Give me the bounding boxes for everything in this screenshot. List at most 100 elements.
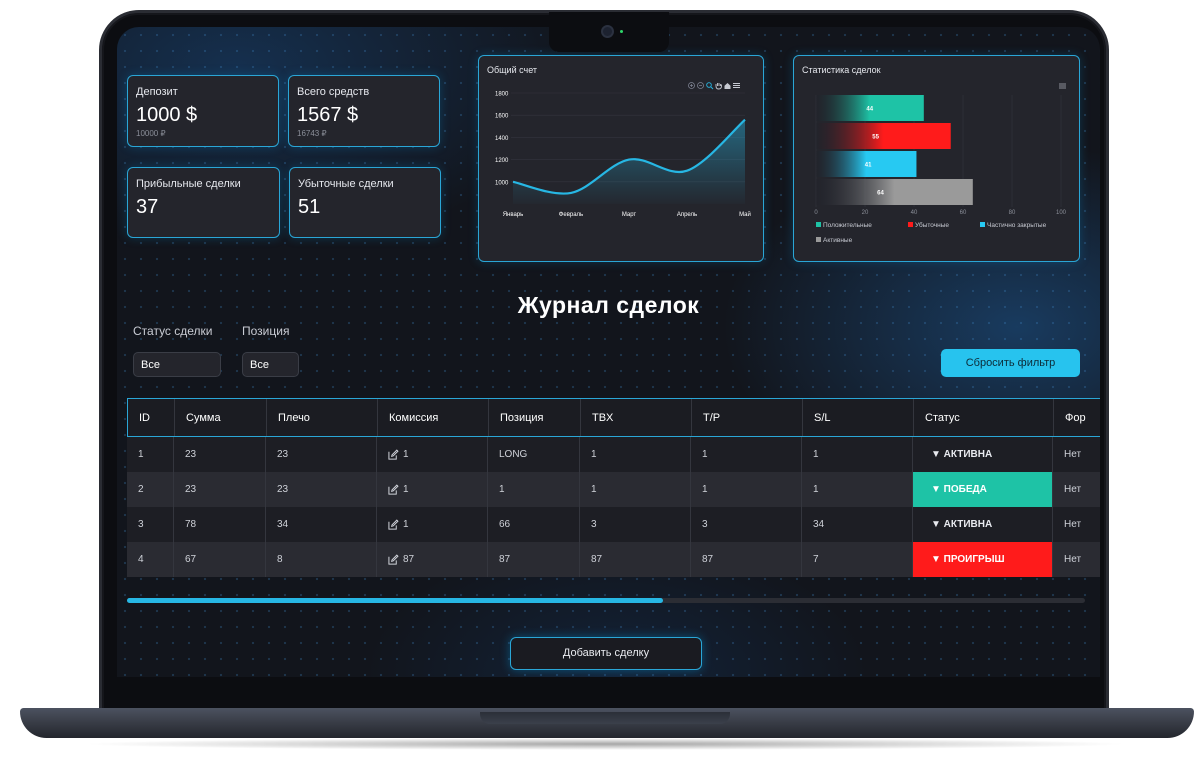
cell-sum: 23 [174, 472, 266, 507]
x-tick-label: 100 [1056, 210, 1067, 216]
x-tick-label: Май [739, 211, 751, 218]
zoom-in-icon[interactable] [688, 82, 695, 89]
trade-stats-title: Статистика сделок [802, 65, 881, 75]
profitable-trades-label: Прибыльные сделки [136, 178, 241, 190]
table-row[interactable]: 3 78 34 1 66 3 3 34 ▼ АКТИВНА Нет [127, 507, 1100, 542]
menu-icon[interactable] [1059, 83, 1066, 89]
pan-icon[interactable] [715, 83, 722, 90]
status-badge[interactable]: ▼ АКТИВНА [913, 507, 1053, 542]
bar-value-label: 41 [865, 163, 872, 169]
edit-icon[interactable] [388, 484, 399, 495]
deposit-value: 1000 $ [136, 104, 198, 126]
table-row[interactable]: 2 23 23 1 1 1 1 1 ▼ ПОБЕДА Нет [127, 472, 1100, 507]
table-header: ID Сумма Плечо Комиссия Позиция TBX T/P … [127, 398, 1100, 437]
y-tick-label: 1600 [495, 114, 509, 120]
reset-filter-button[interactable]: Сбросить фильтр [941, 349, 1080, 377]
cell-pos: 66 [488, 507, 580, 542]
commission-value: 1 [403, 519, 409, 530]
col-sum[interactable]: Сумма [175, 399, 267, 436]
bar[interactable] [816, 179, 973, 205]
cell-tbx: 3 [580, 507, 691, 542]
col-commission[interactable]: Комиссия [378, 399, 489, 436]
cell-pos: LONG [488, 437, 580, 472]
cell-lev: 8 [266, 542, 377, 577]
col-sl[interactable]: S/L [803, 399, 914, 436]
status-filter-label: Статус сделки [133, 324, 213, 338]
x-tick-label: 20 [862, 210, 869, 216]
zoom-select-icon[interactable] [706, 82, 714, 90]
status-badge[interactable]: ▼ ПОБЕДА [913, 472, 1053, 507]
commission-value: 87 [403, 554, 415, 565]
cell-lev: 23 [266, 472, 377, 507]
deposit-sub: 10000 ₽ [136, 129, 166, 138]
bar[interactable] [816, 95, 924, 121]
cell-id: 2 [127, 472, 174, 507]
losing-trades-card: Убыточные сделки 51 [289, 167, 441, 238]
legend-label: Убыточные [915, 221, 949, 229]
status-filter-select[interactable]: Все [133, 352, 221, 377]
camera-notch [549, 12, 669, 52]
col-status[interactable]: Статус [914, 399, 1054, 436]
total-funds-sub: 16743 ₽ [297, 129, 327, 138]
legend-label: Частично закрытые [987, 222, 1047, 229]
area-fill [513, 119, 745, 204]
cell-fee: 87 [377, 542, 488, 577]
table-row[interactable]: 1 23 23 1 LONG 1 1 1 ▼ АКТИВНА Нет [127, 437, 1100, 472]
x-tick-label: 0 [814, 210, 818, 216]
deposit-card: Депозит 1000 $ 10000 ₽ [127, 75, 279, 147]
cell-f: Нет [1053, 472, 1100, 507]
home-icon[interactable] [724, 83, 731, 89]
laptop-shadow [80, 738, 1130, 750]
cell-sl: 7 [802, 542, 913, 577]
table-scrollbar-thumb[interactable] [127, 598, 663, 603]
legend-swatch [908, 222, 913, 227]
trade-stats-panel: Статистика сделок 0 20 40 60 80 100 44 55 41 64 По… [793, 55, 1080, 262]
camera-icon [601, 25, 614, 38]
col-id[interactable]: ID [128, 399, 175, 436]
add-trade-button[interactable]: Добавить сделку [510, 637, 702, 670]
menu-icon[interactable] [733, 83, 740, 88]
account-chart-panel: Общий счет 1800 1600 1400 1200 1000 Январь Фев… [478, 55, 764, 262]
x-tick-label: 40 [911, 210, 918, 216]
cell-sum: 67 [174, 542, 266, 577]
x-tick-label: Февраль [559, 212, 583, 218]
bar[interactable] [816, 151, 917, 177]
status-badge[interactable]: ▼ ПРОИГРЫШ [913, 542, 1053, 577]
zoom-out-icon[interactable] [697, 82, 704, 89]
status-badge[interactable]: ▼ АКТИВНА [913, 437, 1053, 472]
camera-led [620, 30, 623, 33]
cell-f: Нет [1053, 437, 1100, 472]
cell-sl: 1 [802, 472, 913, 507]
edit-icon[interactable] [388, 449, 399, 460]
cell-id: 1 [127, 437, 174, 472]
col-tp[interactable]: T/P [692, 399, 803, 436]
cell-tp: 87 [691, 542, 802, 577]
edit-icon[interactable] [388, 519, 399, 530]
x-tick-label: Апрель [677, 212, 697, 218]
col-leverage[interactable]: Плечо [267, 399, 378, 436]
profitable-trades-value: 37 [136, 196, 159, 218]
position-filter-select[interactable]: Все [242, 352, 299, 377]
bar[interactable] [816, 123, 951, 149]
cell-fee: 1 [377, 507, 488, 542]
position-filter-label: Позиция [242, 324, 290, 338]
col-position[interactable]: Позиция [489, 399, 581, 436]
total-funds-value: 1567 $ [297, 104, 359, 126]
cell-f: Нет [1053, 507, 1100, 542]
col-extra[interactable]: Фор [1054, 399, 1100, 436]
profitable-trades-card: Прибыльные сделки 37 [127, 167, 280, 238]
col-tbx[interactable]: TBX [581, 399, 692, 436]
table-row[interactable]: 4 67 8 87 87 87 87 7 ▼ ПРОИГРЫШ Нет [127, 542, 1100, 577]
y-tick-label: 1800 [495, 92, 509, 98]
cell-pos: 87 [488, 542, 580, 577]
cell-fee: 1 [377, 437, 488, 472]
cell-sl: 34 [802, 507, 913, 542]
cell-tp: 3 [691, 507, 802, 542]
edit-icon[interactable] [388, 554, 399, 565]
trade-stats-chart: 0 20 40 60 80 100 44 55 41 64 Положительные Убыточн… [814, 83, 1067, 244]
commission-value: 1 [403, 484, 409, 495]
total-funds-card: Всего средств 1567 $ 16743 ₽ [288, 75, 440, 147]
screen: Депозит 1000 $ 10000 ₽ Всего средств 156… [117, 27, 1100, 677]
y-tick-label: 1000 [495, 180, 509, 186]
x-tick-label: 80 [1009, 210, 1016, 216]
